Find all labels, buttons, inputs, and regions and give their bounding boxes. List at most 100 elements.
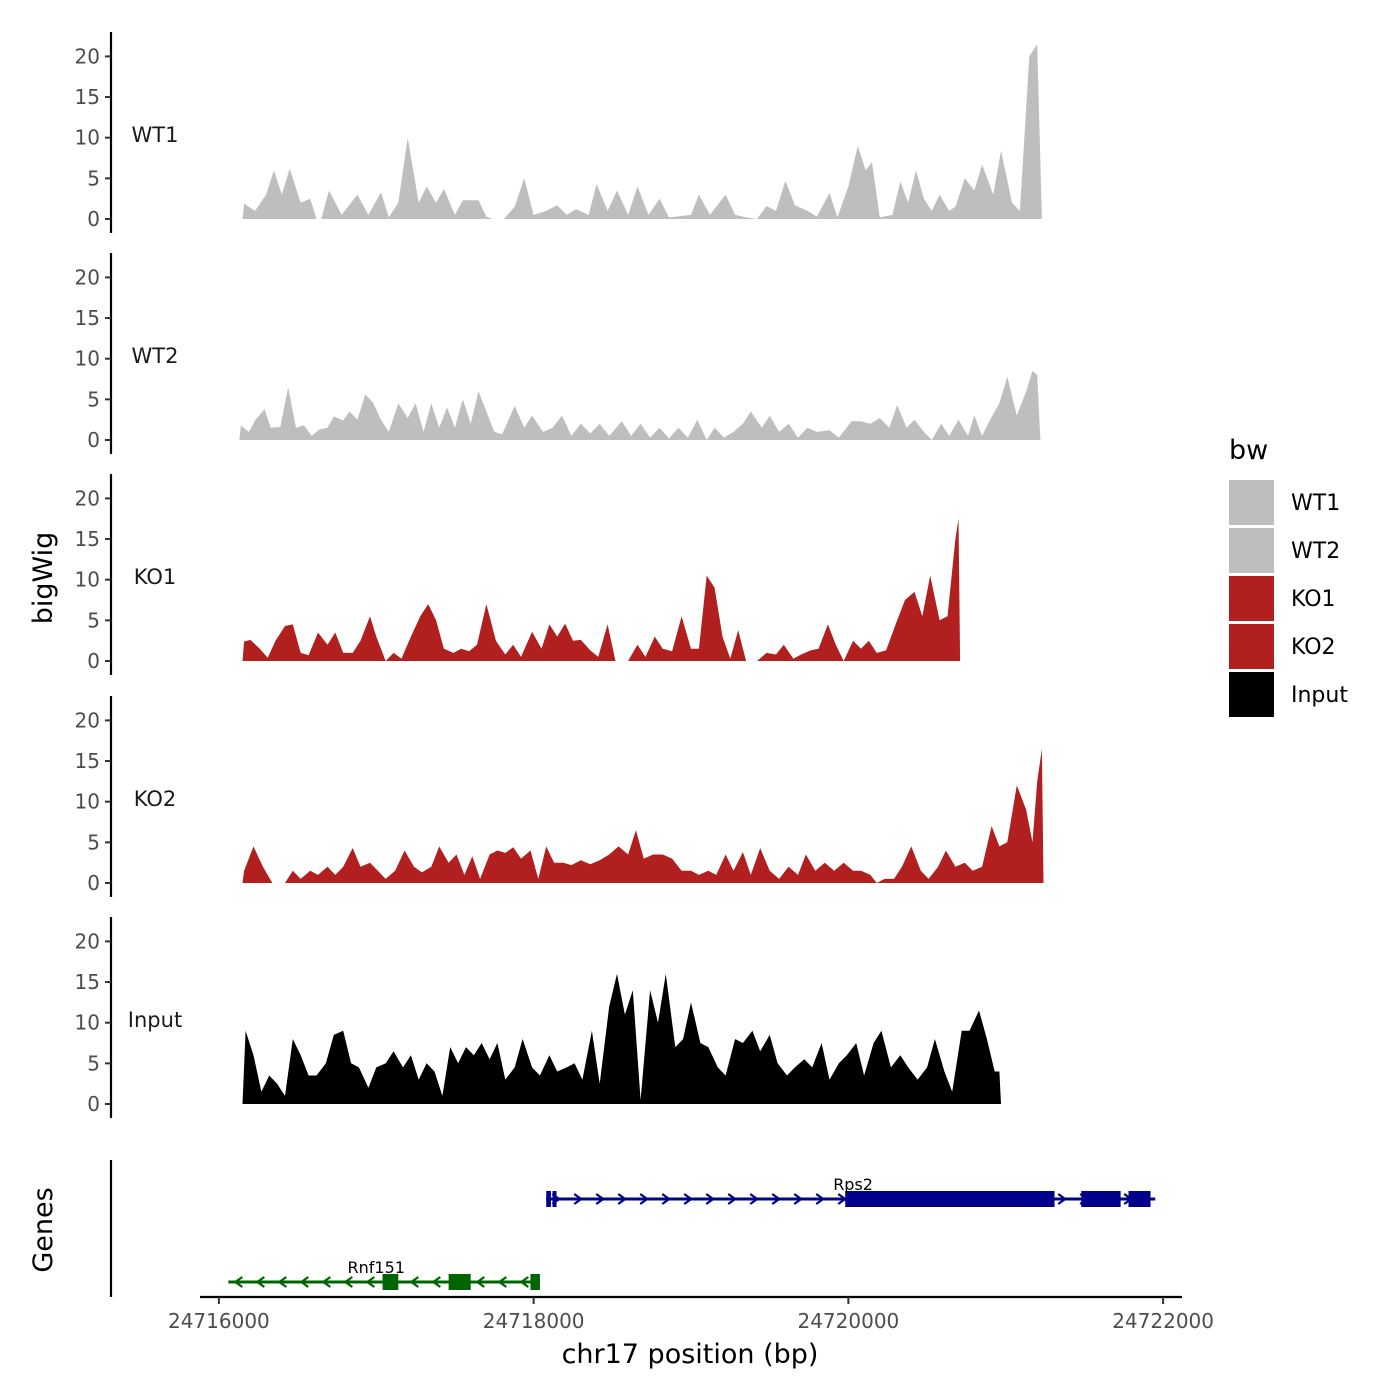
legend-swatch-wt2 — [1229, 528, 1274, 573]
track-label: WT2 — [132, 344, 179, 368]
track-label: KO2 — [134, 787, 177, 811]
y-tick-label: 5 — [87, 830, 100, 854]
exon — [552, 1191, 557, 1207]
legend-label-wt2: WT2 — [1291, 539, 1340, 564]
y-tick-label: 10 — [75, 790, 100, 814]
track-label: KO1 — [134, 565, 177, 589]
track-input: 0 5 10 15 20 Input — [75, 917, 1001, 1118]
y-tick-label: 20 — [75, 44, 100, 68]
x-tick-label: 24722000 — [1112, 1309, 1214, 1333]
strand-arrow — [661, 1193, 672, 1205]
track-ko2: 0 5 10 15 20 KO2 — [75, 696, 1044, 897]
y-tick-label: 15 — [75, 527, 100, 551]
y-tick-label: 5 — [87, 1051, 100, 1075]
legend-swatch-wt1 — [1229, 480, 1274, 525]
strand-arrow — [815, 1193, 826, 1205]
strand-arrow — [255, 1276, 265, 1288]
y-tick-label: 0 — [87, 428, 100, 452]
legend-title: bw — [1229, 435, 1268, 466]
genes-title: Genes — [28, 1187, 59, 1272]
x-tick-label: 24716000 — [168, 1309, 270, 1333]
legend: bw WT1 WT2 KO1 KO2 Input — [1229, 435, 1348, 717]
legend-swatch-input — [1229, 672, 1274, 717]
signal-area-input — [242, 973, 1001, 1104]
legend-label-ko1: KO1 — [1291, 587, 1336, 612]
y-tick-label: 15 — [75, 85, 100, 109]
legend-label-input: Input — [1291, 683, 1348, 708]
exon — [546, 1191, 551, 1207]
strand-arrow — [497, 1276, 507, 1288]
y-tick-label: 10 — [75, 568, 100, 592]
strand-arrow — [595, 1193, 606, 1205]
strand-arrow — [837, 1193, 848, 1205]
signal-area-ko2 — [242, 748, 1044, 883]
strand-arrow — [299, 1276, 309, 1288]
strand-arrow — [617, 1193, 628, 1205]
x-axis-title: chr17 position (bp) — [562, 1339, 819, 1370]
strand-arrow — [365, 1276, 375, 1288]
exon — [530, 1274, 540, 1290]
y-tick-label: 15 — [75, 306, 100, 330]
tracks: 0 5 10 15 20 WT1 0 5 10 15 20 WT2 0 5 10 15 20 KO1 0 5 10 15 2… — [75, 32, 1044, 1118]
legend-label-wt1: WT1 — [1291, 491, 1340, 516]
gene-rps2: Rps2 — [546, 1175, 1156, 1207]
y-axis-title: bigWig — [28, 532, 59, 625]
y-tick-label: 20 — [75, 486, 100, 510]
strand-arrow — [431, 1276, 441, 1288]
y-tick-label: 0 — [87, 871, 100, 895]
strand-arrow — [727, 1193, 738, 1205]
track-wt1: 0 5 10 15 20 WT1 — [75, 32, 1042, 233]
signal-area-wt2 — [239, 370, 1041, 440]
gene-label: Rnf151 — [348, 1258, 405, 1277]
genes-panel: Genes Rps2 Rnf151 — [28, 1160, 1156, 1297]
y-tick-label: 0 — [87, 649, 100, 673]
exon — [1081, 1191, 1121, 1207]
legend-label-ko2: KO2 — [1291, 635, 1336, 660]
strand-arrow — [475, 1276, 485, 1288]
track-wt2: 0 5 10 15 20 WT2 — [75, 253, 1041, 454]
y-tick-label: 5 — [87, 166, 100, 190]
strand-arrow — [683, 1193, 694, 1205]
y-tick-label: 5 — [87, 387, 100, 411]
strand-arrow — [277, 1276, 287, 1288]
track-label: Input — [128, 1008, 182, 1032]
strand-arrow — [1057, 1193, 1068, 1205]
strand-arrow — [321, 1276, 331, 1288]
exon — [1128, 1191, 1151, 1207]
strand-arrow — [233, 1276, 243, 1288]
gene-rnf151: Rnf151 — [228, 1258, 540, 1290]
y-tick-label: 10 — [75, 1011, 100, 1035]
x-axis: 24716000 24718000 24720000 24722000 — [168, 1295, 1214, 1333]
y-tick-label: 10 — [75, 126, 100, 150]
track-ko1: 0 5 10 15 20 KO1 — [75, 474, 961, 675]
strand-arrow — [343, 1276, 353, 1288]
y-tick-label: 0 — [87, 207, 100, 231]
strand-arrow — [573, 1193, 584, 1205]
strand-arrow — [519, 1276, 529, 1288]
exon — [845, 1191, 1055, 1207]
strand-arrow — [793, 1193, 804, 1205]
strand-arrow — [749, 1193, 760, 1205]
strand-arrow — [705, 1193, 716, 1205]
exon — [448, 1274, 471, 1290]
y-tick-label: 10 — [75, 347, 100, 371]
strand-arrow — [409, 1276, 419, 1288]
y-tick-label: 0 — [87, 1092, 100, 1116]
x-tick-label: 24720000 — [797, 1309, 899, 1333]
x-tick-label: 24718000 — [483, 1309, 585, 1333]
strand-arrow — [639, 1193, 650, 1205]
exon — [382, 1274, 399, 1290]
y-tick-label: 15 — [75, 749, 100, 773]
signal-area-wt1 — [242, 44, 1042, 220]
gene-label: Rps2 — [833, 1175, 873, 1194]
y-tick-label: 20 — [75, 708, 100, 732]
signal-area-ko1 — [242, 518, 961, 661]
legend-swatch-ko2 — [1229, 624, 1274, 669]
track-label: WT1 — [132, 123, 179, 147]
y-tick-label: 20 — [75, 265, 100, 289]
strand-arrow — [771, 1193, 782, 1205]
y-tick-label: 15 — [75, 970, 100, 994]
legend-swatch-ko1 — [1229, 576, 1274, 621]
y-tick-label: 20 — [75, 929, 100, 953]
